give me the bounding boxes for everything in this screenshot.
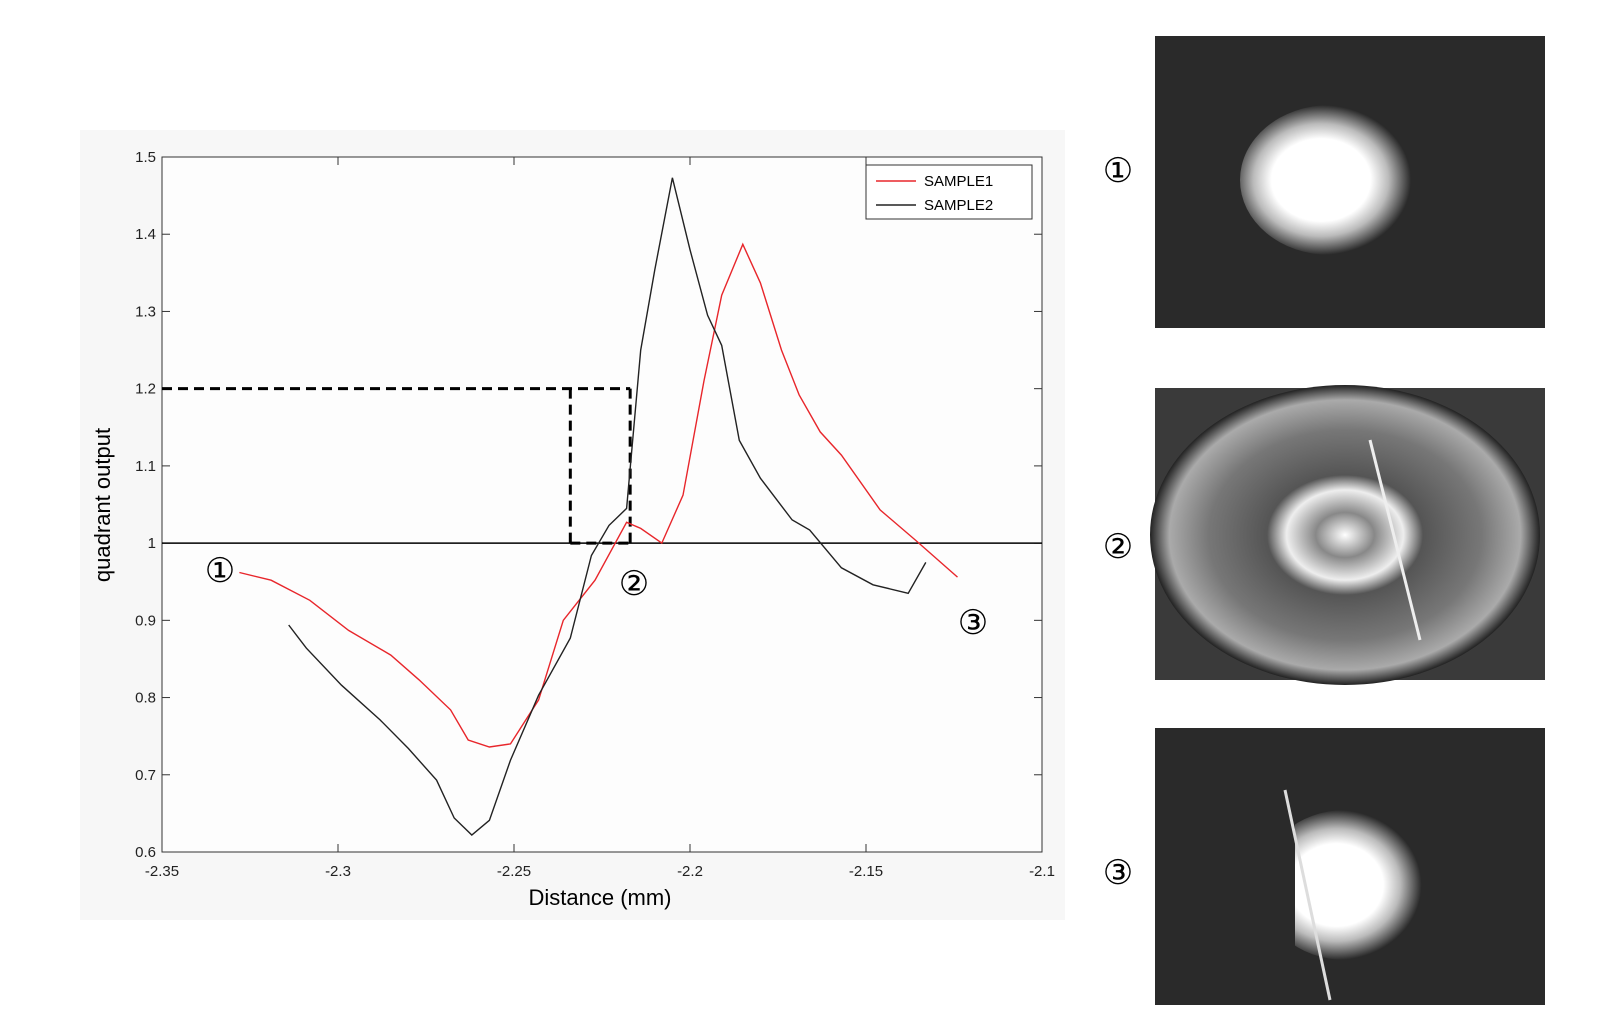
x-tick-label: -2.1 bbox=[1029, 863, 1055, 880]
page: Distance (mm) quadrant output -2.35 -2.3 -… bbox=[0, 0, 1599, 1025]
x-tick-label: -2.3 bbox=[325, 863, 351, 880]
y-axis-label: quadrant output bbox=[90, 428, 115, 582]
x-tick-label: -2.35 bbox=[145, 863, 179, 880]
y-tick-label: 0.8 bbox=[135, 690, 156, 707]
y-tick-label: 1.5 bbox=[135, 149, 156, 166]
x-tick-label: -2.25 bbox=[497, 863, 531, 880]
x-tick-label: -2.2 bbox=[677, 863, 703, 880]
x-tick-label: -2.15 bbox=[849, 863, 883, 880]
legend-label: SAMPLE1 bbox=[924, 173, 993, 190]
y-tick-label: 1.1 bbox=[135, 458, 156, 475]
annotation: ② bbox=[619, 564, 649, 604]
x-axis-label: Distance (mm) bbox=[528, 885, 671, 910]
annotation: ③ bbox=[958, 603, 988, 643]
y-tick-label: 1.3 bbox=[135, 303, 156, 320]
legend-label: SAMPLE2 bbox=[924, 197, 993, 214]
y-tick-label: 1.2 bbox=[135, 381, 156, 398]
chart: Distance (mm) quadrant output -2.35 -2.3 -… bbox=[0, 0, 1599, 1025]
annotation: ① bbox=[205, 551, 235, 591]
axes-frame bbox=[162, 157, 1042, 852]
y-tick-label: 1 bbox=[148, 535, 156, 552]
y-tick-label: 1.4 bbox=[135, 226, 156, 243]
y-tick-label: 0.9 bbox=[135, 612, 156, 629]
y-tick-label: 0.7 bbox=[135, 767, 156, 784]
image-panel bbox=[1150, 36, 1545, 1005]
panel-label: ③ bbox=[1103, 853, 1133, 893]
panel-label: ① bbox=[1103, 151, 1133, 191]
panel-label: ② bbox=[1103, 527, 1133, 567]
y-tick-label: 0.6 bbox=[135, 844, 156, 861]
